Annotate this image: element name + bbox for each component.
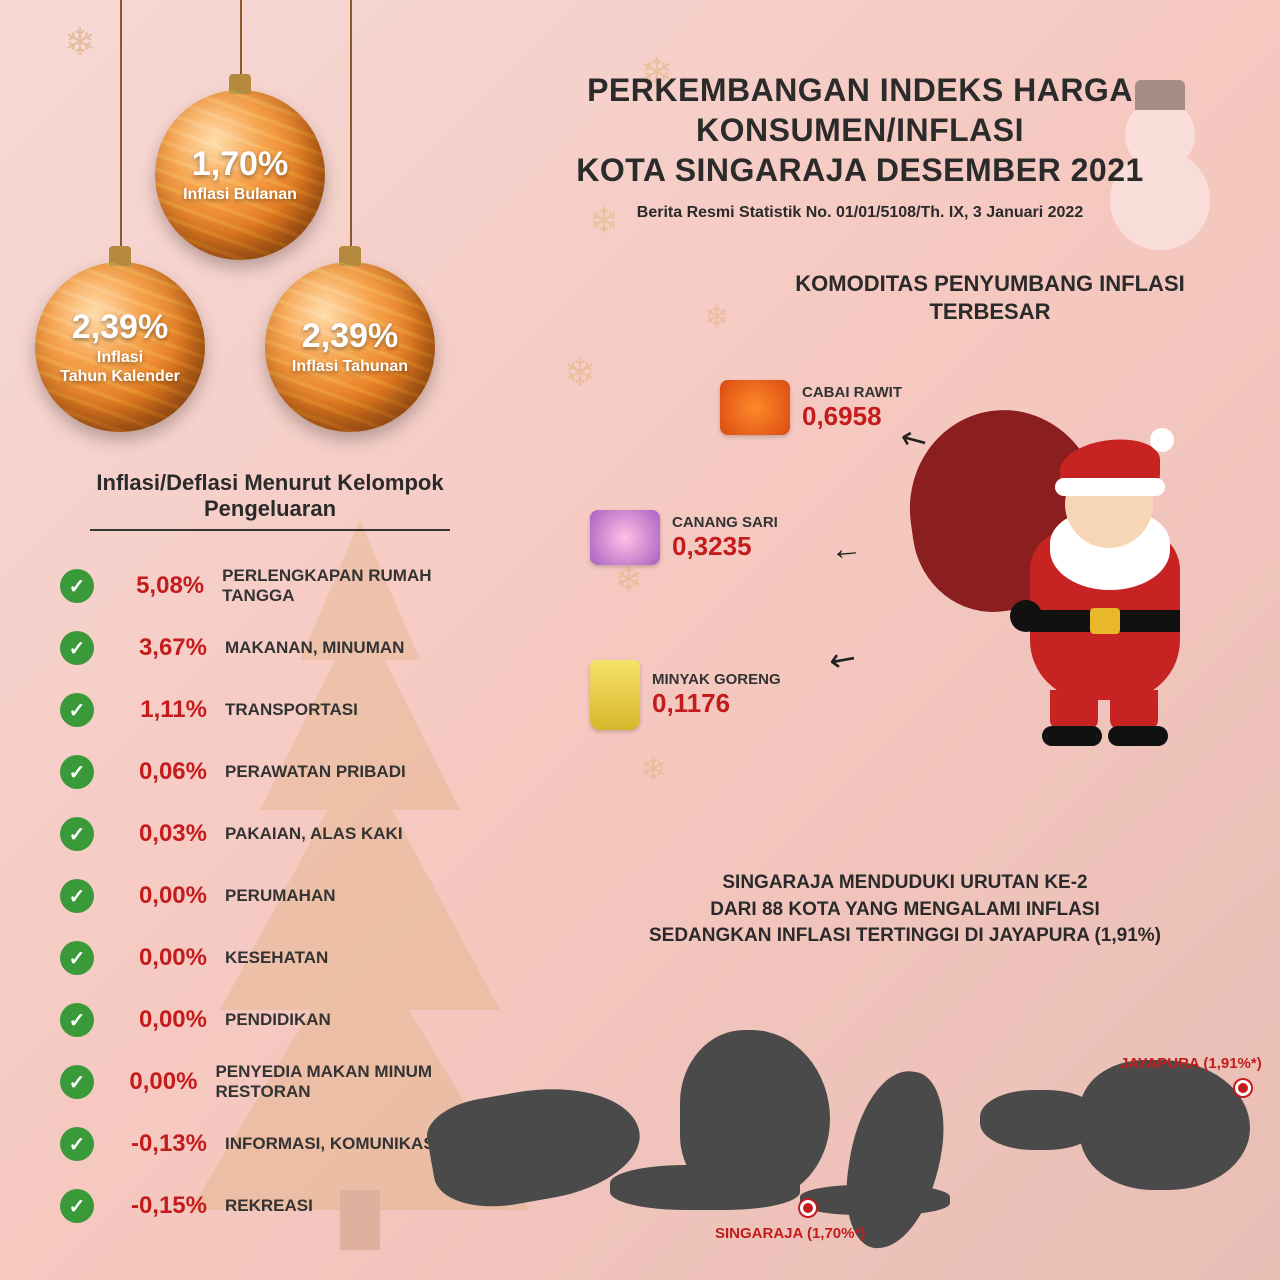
indonesia-map: SINGARAJA (1,70%*) JAYAPURA (1,91%*) xyxy=(420,970,1250,1260)
commodities-heading: KOMODITAS PENYUMBANG INFLASI TERBESAR xyxy=(780,270,1200,325)
check-icon: ✓ xyxy=(60,1189,94,1223)
group-label: PERLENGKAPAN RUMAH TANGGA xyxy=(222,566,500,605)
group-row: ✓ 0,06% PERAWATAN PRIBADI xyxy=(60,741,500,803)
snowflake-icon: ❄ xyxy=(64,20,96,65)
check-icon: ✓ xyxy=(60,817,94,851)
ornament-label: Inflasi Tahun Kalender xyxy=(60,349,180,386)
commodity-name: CANANG SARI xyxy=(672,514,778,531)
ornament-string xyxy=(120,0,122,260)
group-percent: 0,00% xyxy=(112,944,207,972)
island-nusa-tenggara xyxy=(800,1185,950,1215)
ornament-value: 1,70% xyxy=(192,145,288,184)
page-title: PERKEMBANGAN INDEKS HARGA KONSUMEN/INFLA… xyxy=(480,70,1240,190)
map-label-singaraja: SINGARAJA (1,70%*) xyxy=(715,1225,865,1242)
check-icon: ✓ xyxy=(60,1065,94,1099)
ornament-label: Inflasi Tahunan xyxy=(292,358,408,376)
check-icon: ✓ xyxy=(60,941,94,975)
group-percent: 0,00% xyxy=(112,882,207,910)
group-percent: 0,00% xyxy=(112,1068,197,1096)
group-label: KESEHATAN xyxy=(225,948,328,968)
group-label: MAKANAN, MINUMAN xyxy=(225,638,404,658)
group-percent: 0,03% xyxy=(112,820,207,848)
chili-icon xyxy=(720,380,790,435)
check-icon: ✓ xyxy=(60,879,94,913)
group-percent: 1,11% xyxy=(112,696,207,724)
ornament-label: Inflasi Bulanan xyxy=(183,186,297,204)
group-label: PAKAIAN, ALAS KAKI xyxy=(225,824,403,844)
check-icon: ✓ xyxy=(60,1003,94,1037)
snowflake-icon: ❄ xyxy=(614,560,643,600)
flower-icon xyxy=(590,510,660,565)
check-icon: ✓ xyxy=(60,755,94,789)
check-icon: ✓ xyxy=(60,693,94,727)
island-papua xyxy=(1080,1060,1250,1190)
group-percent: 5,08% xyxy=(112,572,204,600)
group-label: PERUMAHAN xyxy=(225,886,336,906)
subtitle: Berita Resmi Statistik No. 01/01/5108/Th… xyxy=(480,204,1240,222)
group-label: INFORMASI, KOMUNIKASI xyxy=(225,1134,439,1154)
group-row: ✓ 0,03% PAKAIAN, ALAS KAKI xyxy=(60,803,500,865)
group-percent: -0,13% xyxy=(112,1130,207,1158)
commodity-value: 0,6958 xyxy=(802,401,902,432)
map-label-jayapura: JAYAPURA (1,91%*) xyxy=(1120,1055,1262,1072)
group-percent: 3,67% xyxy=(112,634,207,662)
check-icon: ✓ xyxy=(60,1127,94,1161)
check-icon: ✓ xyxy=(60,569,94,603)
map-heading: SINGARAJA MENDUDUKI URUTAN KE-2 DARI 88 … xyxy=(580,870,1230,950)
map-marker-singaraja xyxy=(800,1200,816,1216)
commodity-name: MINYAK GORENG xyxy=(652,671,781,688)
title-block: PERKEMBANGAN INDEKS HARGA KONSUMEN/INFLA… xyxy=(480,70,1240,222)
arrow-icon: ← xyxy=(828,529,863,569)
group-label: REKREASI xyxy=(225,1196,313,1216)
group-percent: 0,06% xyxy=(112,758,207,786)
island-borneo xyxy=(680,1030,830,1200)
ornament-annual: 2,39% Inflasi Tahunan xyxy=(265,262,435,432)
snowflake-icon: ❄ xyxy=(640,750,667,788)
santa-illustration xyxy=(940,400,1220,740)
ornament-calendar-year: 2,39% Inflasi Tahun Kalender xyxy=(35,262,205,432)
map-marker-jayapura xyxy=(1235,1080,1251,1096)
groups-heading: Inflasi/Deflasi Menurut Kelompok Pengelu… xyxy=(90,470,450,531)
group-row: ✓ 3,67% MAKANAN, MINUMAN xyxy=(60,617,500,679)
ornament-string xyxy=(350,0,352,260)
commodity-value: 0,3235 xyxy=(672,531,778,562)
group-row: ✓ 1,11% TRANSPORTASI xyxy=(60,679,500,741)
group-row: ✓ 5,08% PERLENGKAPAN RUMAH TANGGA xyxy=(60,555,500,617)
ornament-value: 2,39% xyxy=(302,317,398,356)
snowflake-icon: ❄ xyxy=(704,300,729,335)
arrow-icon: ↙ xyxy=(822,636,866,683)
commodity-minyak-goreng: MINYAK GORENG 0,1176 xyxy=(590,660,781,730)
oil-icon xyxy=(590,660,640,730)
ornament-monthly: 1,70% Inflasi Bulanan xyxy=(155,90,325,260)
commodity-name: CABAI RAWIT xyxy=(802,384,902,401)
ornament-value: 2,39% xyxy=(72,308,168,347)
commodity-canang-sari: CANANG SARI 0,3235 xyxy=(590,510,778,565)
group-row: ✓ 0,00% PERUMAHAN xyxy=(60,865,500,927)
check-icon: ✓ xyxy=(60,631,94,665)
commodity-cabai-rawit: CABAI RAWIT 0,6958 xyxy=(720,380,902,435)
group-label: PENDIDIKAN xyxy=(225,1010,331,1030)
group-percent: 0,00% xyxy=(112,1006,207,1034)
commodity-value: 0,1176 xyxy=(652,688,781,719)
group-label: PERAWATAN PRIBADI xyxy=(225,762,406,782)
group-percent: -0,15% xyxy=(112,1192,207,1220)
snowflake-icon: ❄ xyxy=(563,350,597,396)
group-label: TRANSPORTASI xyxy=(225,700,358,720)
